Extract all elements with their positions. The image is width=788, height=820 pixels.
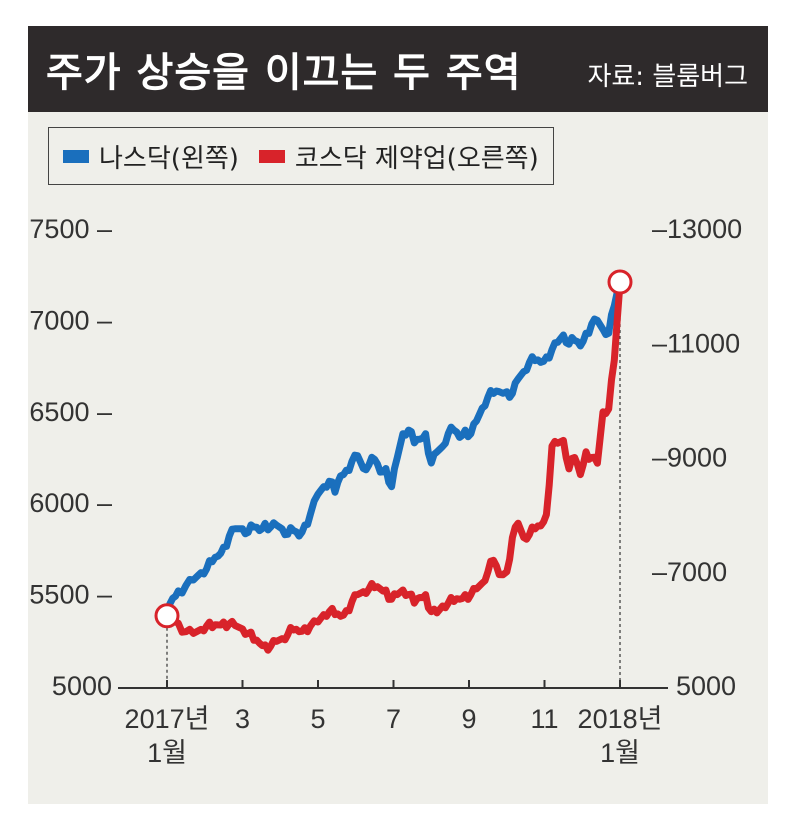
markers xyxy=(154,269,633,629)
legend-label-kosdaq-pharma: 코스닥 제약업(오른쪽) xyxy=(294,143,539,174)
x-tick-label-line2: 1월 xyxy=(147,738,187,768)
left-tick-label: 6500 – xyxy=(29,397,112,427)
x-tick-label-line2: 1월 xyxy=(600,738,640,768)
right-tick-label: –11000 xyxy=(652,328,740,358)
left-tick-label: 5500 – xyxy=(29,580,112,610)
left-tick-label: 7000 – xyxy=(29,305,112,335)
legend-label-nasdaq: 나스닥(왼쪽) xyxy=(99,143,239,174)
left-tick-label: 7500 – xyxy=(29,214,112,244)
x-tick-label: 9 xyxy=(461,704,476,734)
legend-item-kosdaq-pharma: 코스닥 제약업(오른쪽) xyxy=(258,138,539,175)
left-tick-label: 6000 – xyxy=(29,488,112,518)
title-bar: 주가 상승을 이끄는 두 주역 자료: 블룸버그 xyxy=(28,26,768,112)
x-tick-label: 2018년 xyxy=(578,704,663,734)
x-tick-label: 5 xyxy=(310,704,325,734)
legend-item-nasdaq: 나스닥(왼쪽) xyxy=(63,138,239,175)
chart-title: 주가 상승을 이끄는 두 주역 xyxy=(46,50,522,96)
series-marker xyxy=(607,269,633,295)
right-tick-label: –7000 xyxy=(652,557,727,587)
right-axis: 5000 –7000 –9000 –11000 –13000 xyxy=(652,214,742,701)
x-tick-label: 11 xyxy=(530,704,558,734)
series-line-nasdaq xyxy=(163,278,624,617)
legend-swatch-nasdaq xyxy=(63,149,89,163)
x-axis: 2017년 1월 3 5 7 9 11 2018년 1월 xyxy=(125,680,663,768)
legend-swatch-kosdaq-pharma xyxy=(258,149,285,163)
right-tick-label: 5000 xyxy=(676,671,736,701)
legend: 나스닥(왼쪽) 코스닥 제약업(오른쪽) xyxy=(48,127,554,185)
x-tick-label: 2017년 xyxy=(125,704,210,734)
left-tick-label: 5000 xyxy=(52,671,112,701)
series-marker xyxy=(154,603,180,629)
chart-panel: 주가 상승을 이끄는 두 주역 자료: 블룸버그 나스닥(왼쪽) 코스닥 제약업… xyxy=(28,26,768,804)
series-layer xyxy=(163,278,624,654)
x-tick-label: 7 xyxy=(386,704,401,734)
right-tick-label: –9000 xyxy=(652,443,727,473)
right-tick-label: –13000 xyxy=(652,214,742,244)
x-tick-label: 3 xyxy=(235,704,250,734)
left-axis: 5000 5500 – 6000 – 6500 – 7000 – 7500 – xyxy=(29,214,112,701)
series-line-kosdaq-pharma xyxy=(163,279,624,654)
source-label: 자료: 블룸버그 xyxy=(587,62,748,92)
